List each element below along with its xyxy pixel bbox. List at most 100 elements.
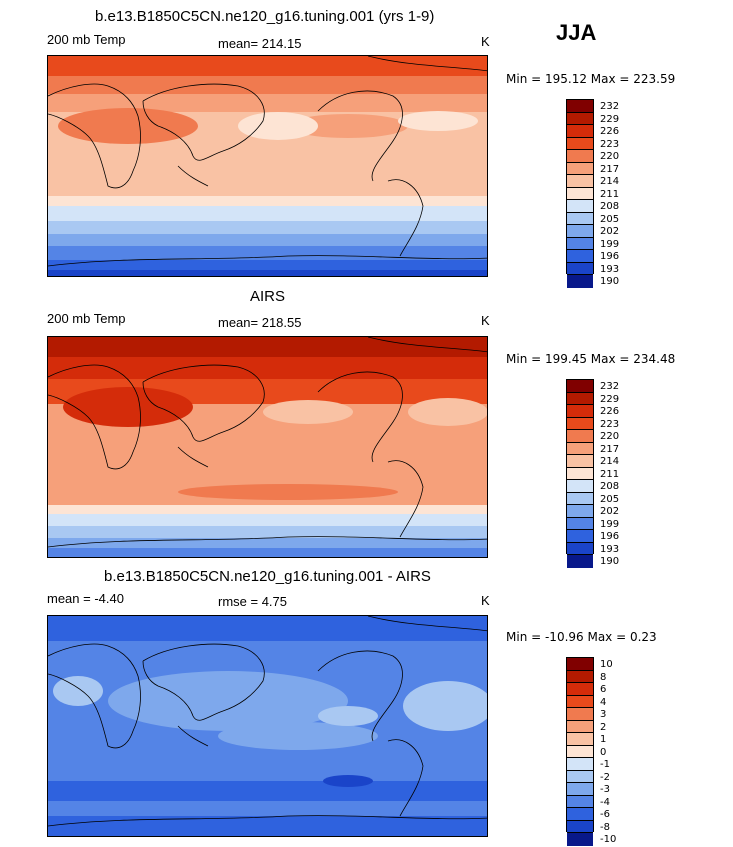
colorbar-tick-label: 202	[600, 226, 620, 237]
colorbar-swatch	[567, 783, 593, 796]
colorbar-swatch	[567, 187, 593, 200]
colorbar-swatch	[567, 833, 593, 846]
colorbar-swatch	[567, 820, 593, 833]
colorbar-swatch	[567, 555, 593, 568]
colorbar-tick-label: -3	[600, 784, 610, 795]
colorbar-tick-label: -6	[600, 809, 610, 820]
panel3-minmax: Min = -10.96 Max = 0.23	[506, 630, 657, 644]
colorbar-swatch	[567, 262, 593, 275]
panel1-colorbar-labels: 232 229 226 223 220 217 214 211 208 205 …	[600, 101, 619, 289]
colorbar-tick-label: 196	[600, 531, 620, 542]
colorbar-swatch	[567, 658, 593, 671]
colorbar-swatch	[567, 733, 593, 746]
colorbar-tick-label: 214	[600, 176, 620, 187]
colorbar-tick-label: 205	[600, 493, 620, 505]
colorbar-swatch	[567, 467, 593, 480]
panel2-units: K	[481, 313, 490, 328]
colorbar-tick-label: -2	[600, 771, 610, 783]
colorbar-tick-label: 211	[600, 468, 620, 480]
colorbar-swatch	[567, 405, 593, 418]
colorbar-tick-label: 10	[600, 659, 613, 670]
colorbar-swatch	[567, 392, 593, 405]
colorbar-swatch	[567, 162, 593, 175]
colorbar-swatch	[567, 720, 593, 733]
colorbar-tick-label: 193	[600, 543, 620, 555]
colorbar-swatch	[567, 442, 593, 455]
colorbar-swatch	[567, 517, 593, 530]
colorbar-tick-label: 2	[600, 721, 607, 733]
colorbar-swatch	[567, 708, 593, 721]
panel1-colorbar	[566, 99, 594, 288]
colorbar-swatch	[567, 137, 593, 150]
colorbar-tick-label: 226	[600, 126, 620, 137]
colorbar-swatch	[567, 530, 593, 543]
colorbar-tick-label: 211	[600, 188, 620, 200]
colorbar-tick-label: 196	[600, 251, 620, 262]
colorbar-tick-label: -4	[600, 796, 610, 808]
colorbar-tick-label: 226	[600, 406, 620, 417]
panel3-title: b.e13.B1850C5CN.ne120_g16.tuning.001 - A…	[104, 568, 431, 585]
panel3-colorbar	[566, 657, 594, 846]
colorbar-swatch	[567, 808, 593, 821]
panel3-mean: mean = -4.40	[47, 591, 124, 606]
colorbar-tick-label: 217	[600, 443, 620, 455]
colorbar-tick-label: 229	[600, 393, 620, 405]
panel3-map	[47, 615, 488, 837]
colorbar-tick-label: 3	[600, 709, 607, 720]
panel3-units: K	[481, 593, 490, 608]
colorbar-tick-label: -8	[600, 821, 610, 833]
colorbar-swatch	[567, 275, 593, 288]
colorbar-swatch	[567, 125, 593, 138]
colorbar-swatch	[567, 670, 593, 683]
colorbar-tick-label: 8	[600, 671, 607, 683]
colorbar-tick-label: 199	[600, 518, 620, 530]
panel2-left-label: 200 mb Temp	[47, 311, 126, 326]
colorbar-tick-label: 223	[600, 138, 620, 150]
colorbar-tick-label: 6	[600, 684, 607, 695]
panel1-mean: mean= 214.15	[218, 36, 302, 51]
colorbar-tick-label: 1	[600, 734, 607, 745]
colorbar-swatch	[567, 542, 593, 555]
colorbar-swatch	[567, 430, 593, 443]
colorbar-swatch	[567, 480, 593, 493]
colorbar-tick-label: -10	[600, 834, 617, 845]
colorbar-tick-label: 193	[600, 263, 620, 275]
colorbar-tick-label: 220	[600, 431, 620, 442]
colorbar-tick-label: 208	[600, 481, 620, 492]
panel2-map	[47, 336, 488, 558]
colorbar-swatch	[567, 492, 593, 505]
colorbar-swatch	[567, 150, 593, 163]
colorbar-swatch	[567, 795, 593, 808]
colorbar-tick-label: 205	[600, 213, 620, 225]
panel1-map-svg	[48, 56, 487, 276]
panel1-title: b.e13.B1850C5CN.ne120_g16.tuning.001 (yr…	[95, 8, 435, 25]
colorbar-tick-label: 232	[600, 101, 620, 112]
colorbar-tick-label: 4	[600, 696, 607, 708]
panel3-map-svg	[48, 616, 487, 836]
colorbar-swatch	[567, 112, 593, 125]
colorbar-tick-label: 223	[600, 418, 620, 430]
panel1-left-label: 200 mb Temp	[47, 32, 126, 47]
panel3-colorbar-labels: 10 8 6 4 3 2 1 0 -1 -2 -3 -4 -6 -8 -10	[600, 659, 616, 847]
colorbar-swatch	[567, 455, 593, 468]
colorbar-tick-label: 217	[600, 163, 620, 175]
colorbar-swatch	[567, 237, 593, 250]
panel1-units: K	[481, 34, 490, 49]
colorbar-swatch	[567, 100, 593, 113]
colorbar-tick-label: 220	[600, 151, 620, 162]
colorbar-swatch	[567, 770, 593, 783]
colorbar-swatch	[567, 695, 593, 708]
colorbar-tick-label: 232	[600, 381, 620, 392]
colorbar-tick-label: -1	[600, 759, 610, 770]
colorbar-swatch	[567, 225, 593, 238]
panel1-minmax: Min = 195.12 Max = 223.59	[506, 72, 676, 86]
colorbar-tick-label: 190	[600, 276, 620, 287]
panel2-mean: mean= 218.55	[218, 315, 302, 330]
panel2-colorbar	[566, 379, 594, 568]
colorbar-swatch	[567, 745, 593, 758]
panel3-rmse: rmse = 4.75	[218, 594, 288, 609]
colorbar-tick-label: 190	[600, 556, 620, 567]
panel2-map-svg	[48, 337, 487, 557]
colorbar-tick-label: 214	[600, 456, 620, 467]
colorbar-tick-label: 229	[600, 113, 620, 125]
